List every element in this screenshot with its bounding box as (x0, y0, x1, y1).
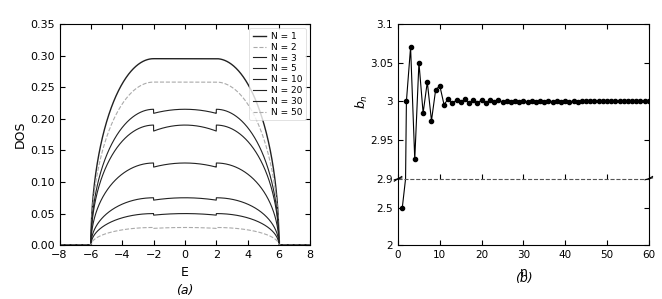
N = 3 (177, 108, 185, 111)
N = 1 (150, 57, 158, 60)
N = 50 (68, 243, 76, 247)
N = 5 (68, 243, 76, 247)
X-axis label: n: n (520, 266, 528, 279)
N = 50 (299, 243, 307, 247)
N = 20 (253, 208, 261, 211)
Text: (b): (b) (514, 272, 532, 285)
N = 1 (307, 243, 314, 247)
Y-axis label: $b_n$: $b_n$ (354, 94, 370, 109)
N = 50 (307, 243, 314, 247)
N = 50 (171, 226, 179, 229)
N = 3 (307, 243, 314, 247)
N = 2 (150, 80, 158, 84)
N = 5 (56, 243, 64, 247)
N = 10 (181, 161, 189, 165)
N = 10 (253, 181, 261, 184)
N = 30 (171, 212, 179, 216)
N = 30 (56, 243, 64, 247)
N = 2 (177, 80, 185, 84)
N = 50 (56, 243, 64, 247)
N = 10 (177, 161, 185, 165)
N = 30 (307, 243, 314, 247)
Line: N = 5: N = 5 (60, 125, 310, 245)
Legend: N = 1, N = 2, N = 3, N = 5, N = 10, N = 20, N = 30, N = 50: N = 1, N = 2, N = 3, N = 5, N = 10, N = … (249, 28, 306, 120)
N = 3 (181, 107, 189, 111)
N = 1 (299, 243, 307, 247)
N = 5 (299, 243, 307, 247)
N = 30 (68, 243, 76, 247)
N = 5 (299, 243, 307, 247)
N = 10 (56, 243, 64, 247)
N = 2 (253, 120, 261, 123)
N = 2 (299, 243, 307, 247)
N = 3 (253, 140, 261, 144)
N = 20 (68, 243, 76, 247)
N = 5 (181, 123, 189, 127)
N = 2 (307, 243, 314, 247)
N = 1 (56, 243, 64, 247)
N = 30 (177, 212, 185, 215)
N = 20 (299, 243, 307, 247)
N = 10 (307, 243, 314, 247)
N = 10 (299, 243, 307, 247)
Line: N = 10: N = 10 (60, 163, 310, 245)
N = 30 (299, 243, 307, 247)
Line: N = 1: N = 1 (60, 59, 310, 245)
N = 3 (68, 243, 76, 247)
N = 1 (253, 102, 261, 106)
N = 20 (299, 243, 307, 247)
N = 50 (299, 243, 307, 247)
Line: N = 3: N = 3 (60, 109, 310, 245)
N = 20 (56, 243, 64, 247)
N = 30 (299, 243, 307, 247)
Text: (a): (a) (176, 284, 193, 297)
N = 5 (253, 152, 261, 156)
Line: N = 2: N = 2 (60, 82, 310, 245)
Line: N = 30: N = 30 (60, 213, 310, 245)
N = 10 (299, 243, 307, 247)
N = 1 (299, 243, 307, 247)
N = 20 (177, 196, 185, 200)
N = 30 (181, 212, 189, 215)
Line: N = 50: N = 50 (60, 228, 310, 245)
N = 3 (56, 243, 64, 247)
N = 1 (177, 57, 185, 60)
N = 20 (171, 196, 179, 200)
N = 1 (171, 57, 179, 60)
N = 20 (181, 196, 189, 199)
N = 3 (299, 243, 307, 247)
N = 10 (68, 243, 76, 247)
N = 5 (171, 124, 179, 127)
Line: N = 20: N = 20 (60, 198, 310, 245)
N = 5 (177, 123, 185, 127)
N = 2 (299, 243, 307, 247)
N = 2 (68, 243, 76, 247)
N = 3 (171, 108, 179, 112)
N = 30 (253, 219, 261, 223)
N = 10 (171, 162, 179, 165)
N = 2 (56, 243, 64, 247)
N = 50 (177, 226, 185, 229)
N = 3 (299, 243, 307, 247)
Y-axis label: DOS: DOS (14, 121, 27, 148)
N = 5 (307, 243, 314, 247)
N = 20 (307, 243, 314, 247)
N = 50 (181, 226, 189, 229)
N = 50 (253, 230, 261, 234)
N = 2 (171, 80, 179, 84)
X-axis label: E: E (181, 266, 189, 279)
N = 1 (68, 243, 76, 247)
